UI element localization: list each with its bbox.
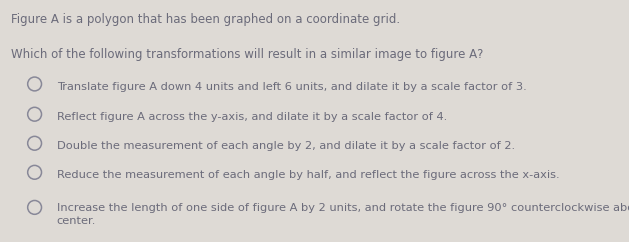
Text: Increase the length of one side of figure A by 2 units, and rotate the figure 90: Increase the length of one side of figur… [57,203,629,226]
Text: Which of the following transformations will result in a similar image to figure : Which of the following transformations w… [11,48,484,61]
Text: Reduce the measurement of each angle by half, and reflect the figure across the : Reduce the measurement of each angle by … [57,170,559,180]
Text: Reflect figure A across the y-axis, and dilate it by a scale factor of 4.: Reflect figure A across the y-axis, and … [57,112,447,122]
Text: Translate figure A down 4 units and left 6 units, and dilate it by a scale facto: Translate figure A down 4 units and left… [57,82,526,92]
Text: Double the measurement of each angle by 2, and dilate it by a scale factor of 2.: Double the measurement of each angle by … [57,141,515,151]
Text: Figure A is a polygon that has been graphed on a coordinate grid.: Figure A is a polygon that has been grap… [11,13,401,26]
